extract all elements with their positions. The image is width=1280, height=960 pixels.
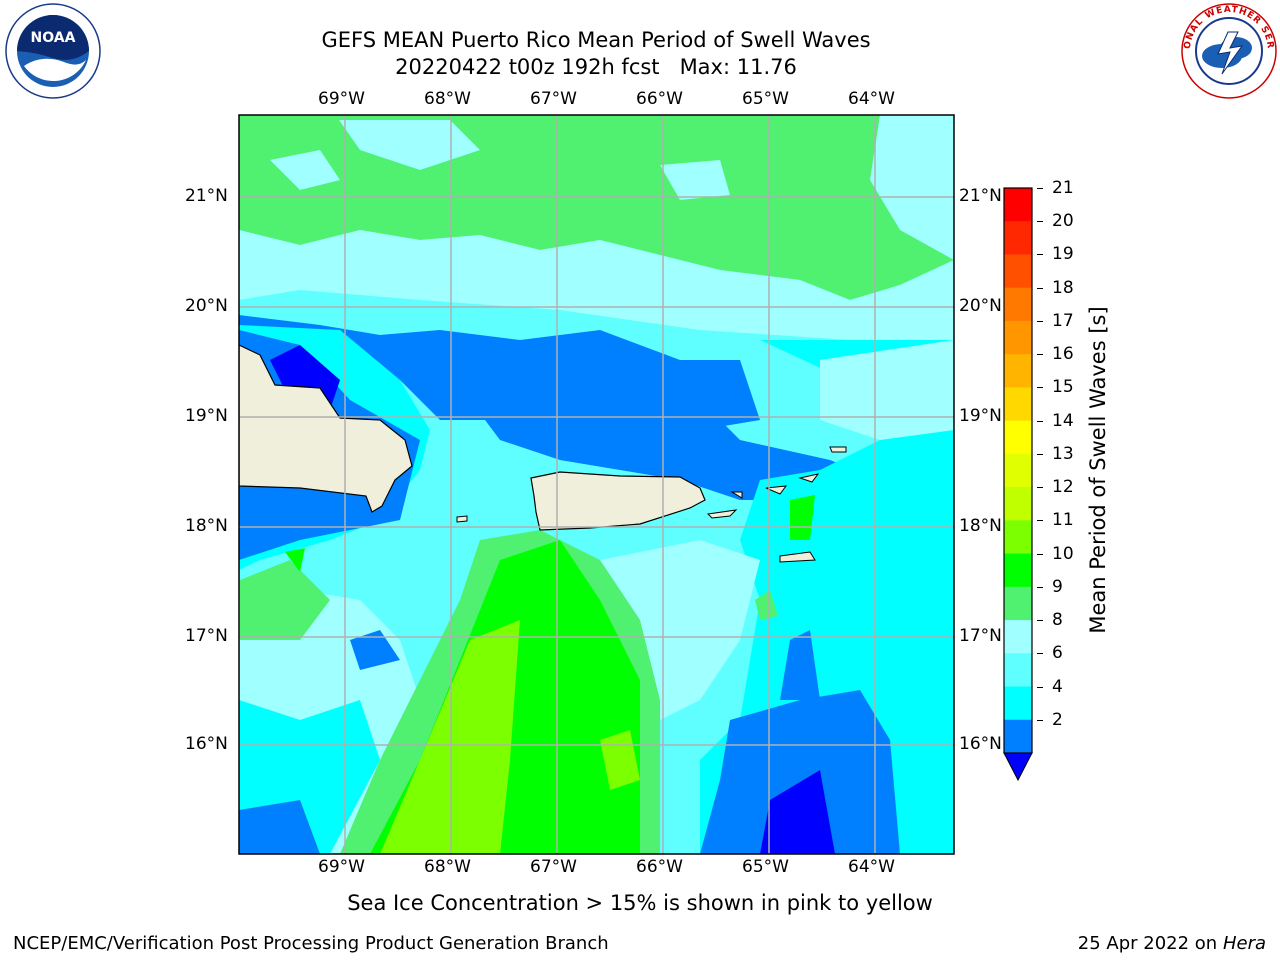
colorbar-tick-mark — [1037, 420, 1043, 422]
footer-org: NCEP/EMC/Verification Post Processing Pr… — [13, 933, 609, 954]
lon-label-top: 68°W — [424, 89, 471, 109]
lon-label-bottom: 68°W — [424, 857, 471, 877]
lon-label-bottom: 69°W — [318, 857, 365, 877]
colorbar-tick-mark — [1037, 719, 1043, 721]
footer-machine: Hera — [1222, 933, 1266, 954]
noaa-logo: NOAA — [5, 3, 101, 99]
colorbar-tick-label: 4 — [1052, 676, 1063, 697]
swell-period-field — [239, 115, 954, 854]
lon-label-top: 67°W — [530, 89, 577, 109]
graticule — [239, 115, 954, 854]
colorbar-segment — [1004, 653, 1032, 688]
colorbar-tick-mark — [1037, 653, 1043, 655]
colorbar-segment — [1004, 287, 1032, 322]
lon-label-bottom: 65°W — [742, 857, 789, 877]
colorbar-extend-arrow — [1003, 752, 1033, 782]
lat-label-right: 20°N — [959, 296, 1002, 316]
colorbar-segment — [1004, 719, 1032, 754]
colorbar-tick-label: 2 — [1052, 709, 1063, 730]
lat-label-right: 16°N — [959, 734, 1002, 754]
colorbar-tick-label: 12 — [1052, 477, 1074, 498]
lon-label-top: 65°W — [742, 89, 789, 109]
lon-label-top: 66°W — [636, 89, 683, 109]
colorbar — [1003, 187, 1033, 782]
colorbar-tick-label: 13 — [1052, 443, 1074, 464]
colorbar-tick-mark — [1037, 320, 1043, 322]
lat-label-left: 20°N — [185, 296, 228, 316]
footer-date: 25 Apr 2022 on — [1077, 933, 1223, 954]
colorbar-tick-mark — [1037, 553, 1043, 555]
colorbar-tick-label: 16 — [1052, 344, 1074, 365]
colorbar-tick-mark — [1037, 354, 1043, 356]
colorbar-tick-mark — [1037, 254, 1043, 256]
colorbar-segment — [1004, 420, 1032, 455]
colorbar-tick-mark — [1037, 620, 1043, 622]
colorbar-tick-mark — [1037, 586, 1043, 588]
nws-logo: NATIONAL WEATHER SERVICE — [1178, 2, 1277, 99]
colorbar-tick-label: 17 — [1052, 310, 1074, 331]
colorbar-tick-label: 9 — [1052, 576, 1063, 597]
colorbar-segment — [1004, 254, 1032, 289]
sea-ice-note-text: Sea Ice Concentration > 15% is shown in … — [347, 891, 933, 915]
lat-label-right: 19°N — [959, 406, 1002, 426]
colorbar-tick-mark — [1037, 487, 1043, 489]
colorbar-tick-label: 8 — [1052, 610, 1063, 631]
colorbar-tick-mark — [1037, 520, 1043, 522]
colorbar-tick-mark — [1037, 686, 1043, 688]
lon-label-top: 69°W — [318, 89, 365, 109]
colorbar-segment — [1004, 520, 1032, 555]
colorbar-segment — [1004, 487, 1032, 521]
chart-subtitle: 20220422 t00z 192h fcst Max: 11.76 — [395, 55, 797, 79]
colorbar-segment — [1004, 387, 1032, 422]
colorbar-segment — [1004, 354, 1032, 388]
lon-label-top: 64°W — [848, 89, 895, 109]
lat-label-right: 18°N — [959, 516, 1002, 536]
colorbar-label: Mean Period of Swell Waves [s] — [1086, 306, 1110, 634]
colorbar-segment — [1004, 686, 1032, 721]
colorbar-tick-mark — [1037, 453, 1043, 455]
colorbar-segment — [1004, 586, 1032, 621]
footer-date-block: 25 Apr 2022 on Hera — [1078, 933, 1266, 954]
lat-label-left: 17°N — [185, 626, 228, 646]
colorbar-frame — [1003, 187, 1033, 754]
lat-label-right: 21°N — [959, 186, 1002, 206]
colorbar-tick-label: 18 — [1052, 277, 1074, 298]
chart-title: GEFS MEAN Puerto Rico Mean Period of Swe… — [321, 28, 871, 52]
lat-label-left: 16°N — [185, 734, 228, 754]
sea-ice-note: Sea Ice Concentration > 15% is shown in … — [0, 891, 1280, 915]
lon-label-bottom: 66°W — [636, 857, 683, 877]
lat-label-left: 18°N — [185, 516, 228, 536]
colorbar-segment — [1004, 221, 1032, 255]
lon-label-bottom: 64°W — [848, 857, 895, 877]
colorbar-segment — [1004, 320, 1032, 355]
colorbar-segment — [1004, 453, 1032, 488]
colorbar-tick-mark — [1037, 387, 1043, 389]
colorbar-segment — [1004, 553, 1032, 588]
colorbar-tick-label: 21 — [1052, 178, 1074, 198]
colorbar-segment — [1004, 188, 1032, 222]
colorbar-tick-mark — [1037, 188, 1043, 189]
lon-label-bottom: 67°W — [530, 857, 577, 877]
lat-label-left: 19°N — [185, 406, 228, 426]
noaa-logo-text: NOAA — [31, 30, 76, 46]
colorbar-tick-mark — [1037, 287, 1043, 289]
colorbar-tick-label: 10 — [1052, 543, 1074, 564]
colorbar-tick-label: 14 — [1052, 410, 1074, 431]
map-frame — [238, 114, 955, 855]
colorbar-segment — [1004, 620, 1032, 654]
colorbar-tick-label: 6 — [1052, 643, 1063, 664]
colorbar-tick-mark — [1037, 221, 1043, 223]
colorbar-tick-label: 19 — [1052, 244, 1074, 265]
lat-label-right: 17°N — [959, 626, 1002, 646]
colorbar-tick-label: 20 — [1052, 211, 1074, 232]
colorbar-segments — [1004, 188, 1032, 754]
colorbar-tick-label: 11 — [1052, 510, 1074, 531]
colorbar-tick-label: 15 — [1052, 377, 1074, 398]
lat-label-left: 21°N — [185, 186, 228, 206]
